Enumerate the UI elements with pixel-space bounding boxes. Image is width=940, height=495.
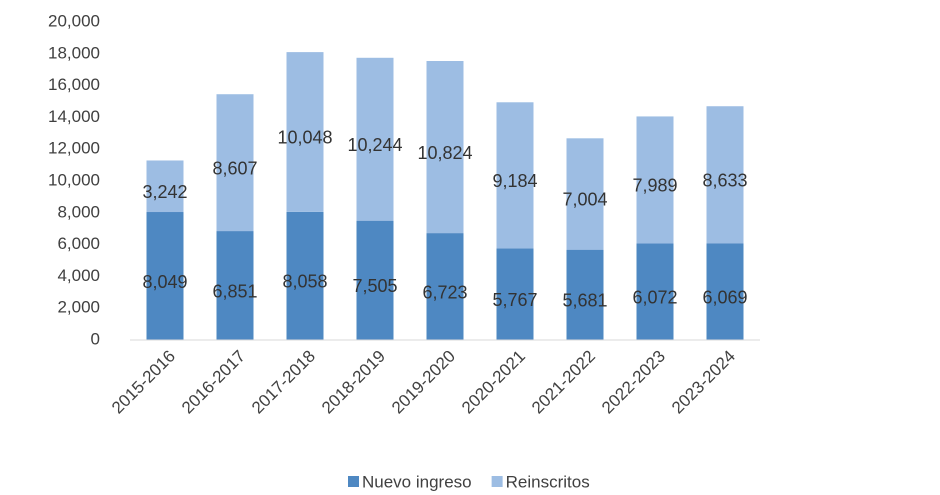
y-tick-label: 12,000 xyxy=(48,139,100,158)
legend-swatch xyxy=(348,476,359,487)
y-tick-label: 8,000 xyxy=(57,202,100,221)
value-label: 7,004 xyxy=(562,190,607,210)
x-tick-label: 2020-2021 xyxy=(458,347,529,418)
value-label: 10,824 xyxy=(417,143,472,163)
x-tick-label: 2018-2019 xyxy=(318,347,389,418)
value-label: 7,505 xyxy=(352,276,397,296)
x-tick-label: 2023-2024 xyxy=(668,347,739,418)
value-label: 10,244 xyxy=(347,135,402,155)
value-label: 8,633 xyxy=(702,171,747,191)
x-tick-label: 2016-2017 xyxy=(178,347,249,418)
value-label: 3,242 xyxy=(142,182,187,202)
x-tick-label: 2015-2016 xyxy=(108,347,179,418)
bar-segment xyxy=(146,212,184,340)
bar-segment xyxy=(566,138,604,250)
y-tick-label: 10,000 xyxy=(48,170,100,189)
bar-segment xyxy=(216,94,254,232)
bar-segment xyxy=(706,106,744,244)
bar-segment xyxy=(566,249,604,340)
y-tick-label: 4,000 xyxy=(57,266,100,285)
x-tick-label: 2021-2022 xyxy=(528,347,599,418)
y-tick-label: 6,000 xyxy=(57,234,100,253)
legend-swatch xyxy=(491,476,503,487)
bar-segment xyxy=(496,102,534,249)
value-label: 8,058 xyxy=(282,272,327,292)
y-tick-label: 18,000 xyxy=(48,43,100,62)
value-label: 6,069 xyxy=(702,288,747,308)
bar-segment xyxy=(636,243,674,340)
x-tick-label: 2019-2020 xyxy=(388,347,459,418)
y-tick-label: 16,000 xyxy=(48,75,100,94)
y-tick-label: 2,000 xyxy=(57,298,100,317)
value-label: 6,723 xyxy=(422,282,467,302)
bar-segment xyxy=(286,211,324,340)
bar-segment xyxy=(496,248,534,340)
value-label: 8,607 xyxy=(212,158,257,178)
x-tick-label: 2017-2018 xyxy=(248,347,319,418)
bar-segment xyxy=(636,116,674,244)
value-label: 6,072 xyxy=(632,287,677,307)
bar-segment xyxy=(426,61,464,234)
bar-segment xyxy=(216,231,254,340)
y-tick-label: 14,000 xyxy=(48,107,100,126)
bar-segment xyxy=(286,52,324,212)
bar-segment xyxy=(706,243,744,340)
y-tick-label: 0 xyxy=(91,329,100,348)
value-label: 8,049 xyxy=(142,272,187,292)
bar-segment xyxy=(146,160,184,213)
x-tick-label: 2022-2023 xyxy=(598,347,669,418)
legend-label: Nuevo ingreso xyxy=(362,472,472,491)
y-tick-label: 20,000 xyxy=(48,11,100,30)
value-label: 10,048 xyxy=(277,128,332,148)
bar-segment xyxy=(356,220,394,340)
bar-segment xyxy=(426,233,464,340)
value-label: 9,184 xyxy=(492,171,537,191)
value-label: 7,989 xyxy=(632,176,677,196)
value-label: 6,851 xyxy=(212,281,257,301)
bar-segment xyxy=(356,57,394,221)
legend-label: Reinscritos xyxy=(506,472,590,491)
value-label: 5,681 xyxy=(562,291,607,311)
value-label: 5,767 xyxy=(492,290,537,310)
